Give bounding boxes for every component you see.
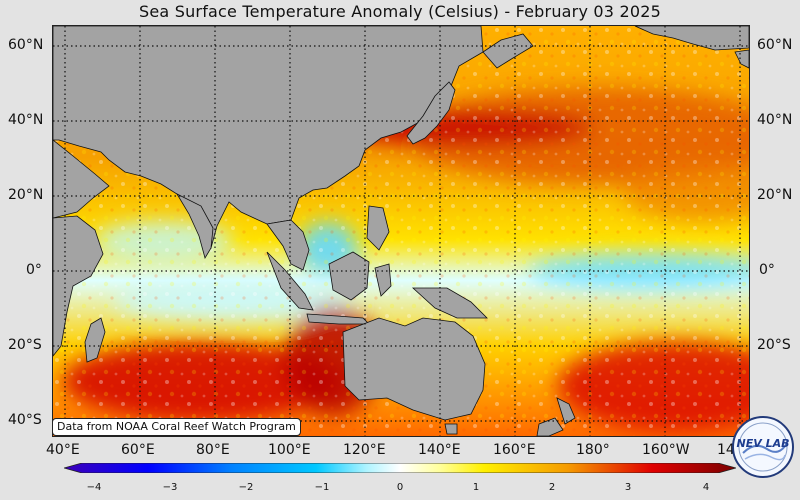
colorbar-tick-neg1: −1 <box>314 482 330 493</box>
australia-land <box>342 317 486 421</box>
lat-label-left-40s: 40°S <box>8 412 42 428</box>
indochina-land <box>266 219 310 271</box>
lat-label-left-40n: 40°N <box>8 112 44 128</box>
lat-label-left-0: 0° <box>26 262 42 278</box>
colorbar-tick-0: 0 <box>396 482 404 493</box>
sst-anomaly-map <box>52 25 750 437</box>
new-zealand-south-land <box>536 417 564 436</box>
colorbar <box>64 463 736 473</box>
colorbar-tick-neg2: −2 <box>238 482 254 493</box>
landmasses <box>53 26 749 436</box>
new-zealand-north-land <box>556 397 576 425</box>
lon-label-100e: 100°E <box>268 442 311 458</box>
colorbar-tick-neg3: −3 <box>162 482 178 493</box>
lon-label-40e: 40°E <box>46 442 80 458</box>
lat-label-right-0: 0° <box>759 262 775 278</box>
new-guinea-land <box>411 287 488 319</box>
lat-label-right-40n: 40°N <box>757 112 793 128</box>
logo-text: NEV LAB <box>737 437 790 450</box>
colorbar-tick-neg4: −4 <box>86 482 102 493</box>
tasmania-land <box>444 423 458 435</box>
lon-label-80e: 80°E <box>196 442 230 458</box>
colorbar-tick-2: 2 <box>548 482 556 493</box>
india-land <box>175 193 214 260</box>
lat-label-left-20n: 20°N <box>8 187 44 203</box>
japan-land <box>406 81 456 145</box>
map-title: Sea Surface Temperature Anomaly (Celsius… <box>139 2 661 21</box>
lat-label-left-60n: 60°N <box>8 37 44 53</box>
sst-map-svg <box>53 26 749 436</box>
lon-label-60e: 60°E <box>121 442 155 458</box>
nev-lab-logo: NEV LAB <box>732 416 794 478</box>
lon-label-120e: 120°E <box>343 442 386 458</box>
data-credit: Data from NOAA Coral Reef Watch Program <box>52 418 301 436</box>
lon-label-180: 180° <box>576 442 610 458</box>
colorbar-tick-3: 3 <box>624 482 632 493</box>
lat-label-left-20s: 20°S <box>8 337 42 353</box>
madagascar-land <box>84 317 106 363</box>
lon-label-160e: 160°E <box>493 442 536 458</box>
kamchatka-land <box>482 33 534 69</box>
philippines-land <box>366 205 390 251</box>
colorbar-tick-1: 1 <box>472 482 480 493</box>
lat-label-right-20n: 20°N <box>757 187 793 203</box>
colorbar-ramp <box>64 463 736 473</box>
colorbar-tick-4: 4 <box>702 482 710 493</box>
lon-label-140w: 140°W <box>717 442 734 458</box>
lat-label-right-20s: 20°S <box>757 337 791 353</box>
lat-label-right-60n: 60°N <box>757 37 793 53</box>
alaska-land <box>634 26 749 51</box>
arabia-land <box>53 139 110 219</box>
borneo-land <box>328 251 370 301</box>
sumatra-land <box>266 251 314 311</box>
lat-lon-grid <box>53 26 749 436</box>
lon-label-160w: 160°W <box>642 442 690 458</box>
lon-label-140e: 140°E <box>418 442 461 458</box>
north-america-edge-land <box>734 49 749 69</box>
sulawesi-land <box>374 263 392 297</box>
